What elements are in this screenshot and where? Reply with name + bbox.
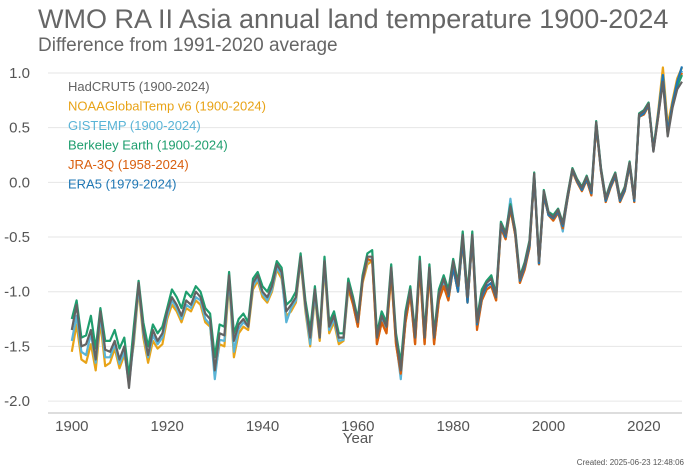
y-tick-label: 1.0 xyxy=(9,65,30,82)
y-axis-ticks: -2.0 -1.5 -1.0 -0.5 0.0 0.5 1.0 xyxy=(4,65,30,410)
legend: HadCRUT5 (1900-2024) NOAAGlobalTemp v6 (1… xyxy=(68,79,266,192)
y-tick-label: -1.5 xyxy=(4,338,30,355)
x-axis-ticks: 1900 1920 1940 1960 1980 2000 2020 xyxy=(55,418,660,435)
legend-item: ERA5 (1979-2024) xyxy=(68,177,176,192)
x-tick-label: 2000 xyxy=(532,418,565,435)
page-subtitle: Difference from 1991-2020 average xyxy=(38,35,338,56)
x-axis-label: Year xyxy=(343,430,373,447)
x-tick-label: 1960 xyxy=(341,418,374,435)
x-tick-label: 2020 xyxy=(627,418,660,435)
legend-item: JRA-3Q (1958-2024) xyxy=(68,157,189,172)
y-tick-label: 0.0 xyxy=(9,174,30,191)
created-timestamp: Created: 2025-06-23 12:48:06 xyxy=(576,458,684,467)
legend-item: GISTEMP (1900-2024) xyxy=(68,118,201,133)
x-tick-label: 1940 xyxy=(246,418,279,435)
y-tick-label: -1.0 xyxy=(4,284,30,301)
y-tick-label: -0.5 xyxy=(4,229,30,246)
x-tick-label: 1980 xyxy=(437,418,470,435)
y-tick-label: -2.0 xyxy=(4,393,30,410)
page-title: WMO RA II Asia annual land temperature 1… xyxy=(38,4,669,34)
x-tick-label: 1900 xyxy=(55,418,88,435)
x-tick-label: 1920 xyxy=(150,418,183,435)
grid-lines xyxy=(48,72,682,402)
legend-item: HadCRUT5 (1900-2024) xyxy=(68,79,210,94)
legend-item: NOAAGlobalTemp v6 (1900-2024) xyxy=(68,99,266,114)
legend-item: Berkeley Earth (1900-2024) xyxy=(68,138,228,153)
series-line xyxy=(70,80,683,389)
y-tick-label: 0.5 xyxy=(9,120,30,137)
series-lines xyxy=(70,66,684,389)
